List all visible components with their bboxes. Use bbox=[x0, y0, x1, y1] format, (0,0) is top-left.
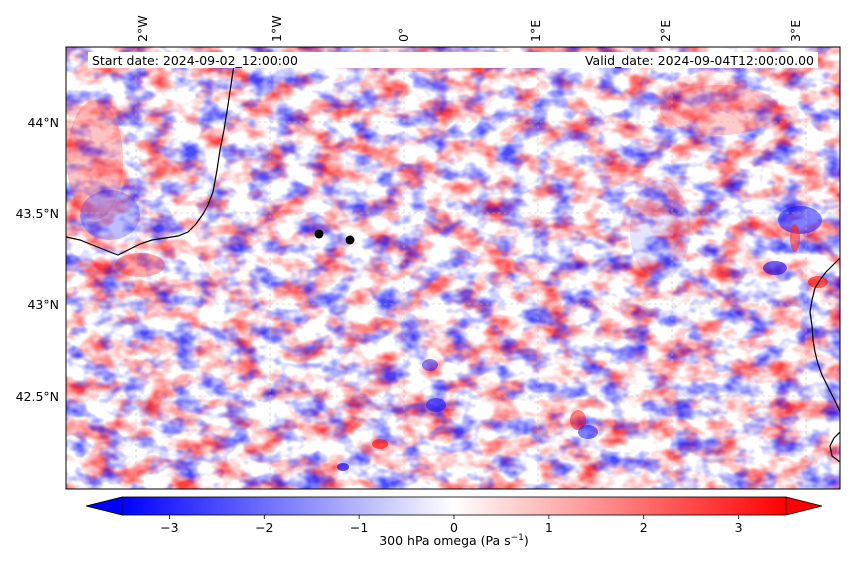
colorbar: −3 −2 −1 0 1 2 3 300 hPa omega (Pa s−1) bbox=[85, 496, 823, 548]
omega-field bbox=[66, 47, 840, 489]
lon-label-2e: 2°E bbox=[658, 20, 673, 42]
mediterranean-coastline-south bbox=[829, 431, 840, 463]
colorbar-label: 300 hPa omega (Pa s−1) bbox=[379, 533, 529, 548]
marker-point-2 bbox=[345, 235, 355, 245]
lat-label-43n: 43°N bbox=[27, 297, 59, 312]
colorbar-tick-label: −3 bbox=[160, 520, 178, 535]
colorbar-ticks: −3 −2 −1 0 1 2 3 bbox=[160, 515, 743, 535]
lon-label-2w: 2°W bbox=[135, 15, 150, 42]
map-frame bbox=[65, 46, 841, 490]
colorbar-tick-label: −1 bbox=[350, 520, 368, 535]
lon-label-0: 0° bbox=[396, 28, 411, 42]
colorbar-extend-high bbox=[785, 496, 823, 516]
longitude-labels: 2°W 1°W 0° 1°E 2°E 3°E bbox=[135, 15, 803, 42]
colorbar-tick-label: −2 bbox=[255, 520, 273, 535]
lon-label-1w: 1°W bbox=[269, 15, 284, 42]
colorbar-tick-label: 1 bbox=[545, 520, 553, 535]
colorbar-label-end: ) bbox=[524, 533, 529, 548]
lon-label-1e: 1°E bbox=[528, 20, 543, 42]
lat-label-43-5n: 43.5°N bbox=[16, 206, 59, 221]
lat-label-42-5n: 42.5°N bbox=[16, 389, 59, 404]
mediterranean-coastline-north bbox=[809, 257, 840, 413]
colorbar-tick-label: 3 bbox=[735, 520, 743, 535]
colorbar-tick-label: 2 bbox=[640, 520, 648, 535]
colorbar-tick-label: 0 bbox=[450, 520, 458, 535]
colorbar-label-exponent: −1 bbox=[511, 533, 524, 543]
start-date-label: Start date: 2024-09-02_12:00:00 bbox=[92, 53, 298, 68]
lon-label-3e: 3°E bbox=[788, 20, 803, 42]
marker-point-1 bbox=[314, 229, 324, 239]
date-banner-background bbox=[88, 52, 818, 68]
colorbar-gradient bbox=[121, 496, 787, 516]
location-markers bbox=[314, 229, 355, 245]
valid-date-label: Valid_date: 2024-09-04T12:00:00.00 bbox=[585, 53, 814, 68]
atlantic-coastline bbox=[66, 51, 237, 256]
strong-cells bbox=[67, 48, 828, 471]
latitude-labels: 44°N 43.5°N 43°N 42.5°N bbox=[16, 115, 59, 404]
colorbar-extend-low bbox=[85, 496, 123, 516]
coastlines bbox=[66, 51, 840, 463]
colorbar-label-main: 300 hPa omega (Pa s bbox=[379, 533, 510, 548]
lat-label-44n: 44°N bbox=[27, 115, 59, 130]
gridlines bbox=[66, 47, 840, 489]
